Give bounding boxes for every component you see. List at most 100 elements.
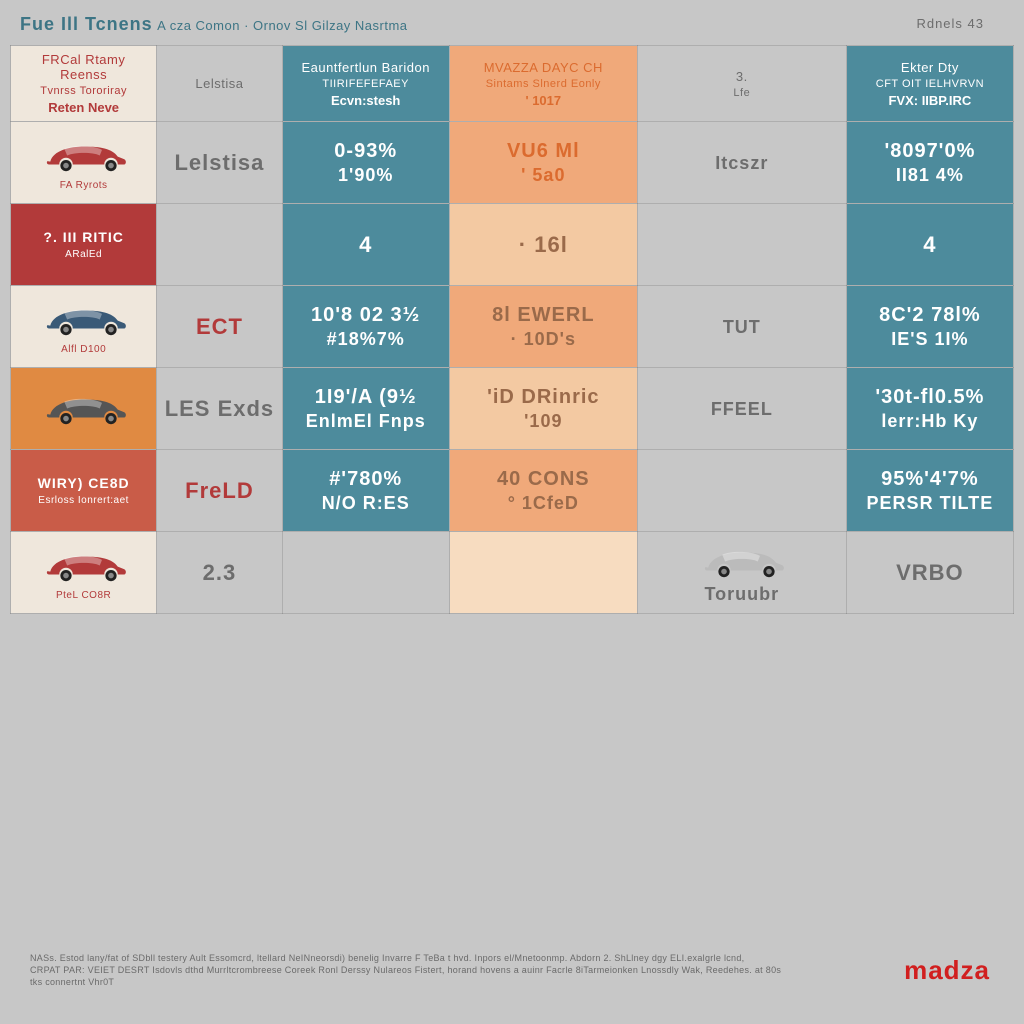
car-icon <box>39 300 129 340</box>
cell: · 16l <box>449 204 637 286</box>
row-label-top: ?. III RITIC <box>17 229 150 245</box>
row-label-bottom: PteL CO8R <box>17 590 150 601</box>
cell-value-bottom: N/O R:ES <box>289 493 443 514</box>
column-header-text: CFT OIT IELHVRVN <box>853 78 1007 90</box>
cell <box>282 532 449 614</box>
row-label-bottom: ARalEd <box>17 249 150 260</box>
row-label-bottom: Esrloss Ionrert:aet <box>17 495 150 506</box>
cell-value-top: 40 CONS <box>456 468 631 491</box>
table-row: Alfl D100ECT10'8 02 3½#18%7%8l EWERL· 10… <box>11 286 1014 368</box>
cell-value-top: 95%'4'7% <box>853 468 1007 491</box>
column-header-c1: Lelstisa <box>157 46 282 122</box>
cell-value-bottom: '109 <box>456 411 631 432</box>
car-icon <box>39 136 129 176</box>
cell-value-top: 8C'2 78l% <box>853 304 1007 327</box>
column-header-text: FRCal Rtamy Reenss <box>17 52 150 82</box>
column-header-text: Sintams Slnerd Eonly <box>456 78 631 90</box>
cell <box>157 204 282 286</box>
cell: 'iD DRinric'109 <box>449 368 637 450</box>
cell-value-bottom: Itcszr <box>644 153 840 174</box>
cell-value-bottom: IE'S 1I% <box>853 329 1007 350</box>
table-row: WIRY) CE8DEsrloss Ionrert:aetFreLD#'780%… <box>11 450 1014 532</box>
cell-value-bottom: lerr:Hb Ky <box>853 411 1007 432</box>
row-label: FA Ryrots <box>11 122 157 204</box>
cell: 4 <box>282 204 449 286</box>
cell-value-bottom: ' 5a0 <box>456 165 631 186</box>
cell: 8l EWERL· 10D's <box>449 286 637 368</box>
cell-value-top: VRBO <box>896 560 964 585</box>
cell: 1I9'/A (9½EnlmEl Fnps <box>282 368 449 450</box>
header-right-label: Rdnels 43 <box>916 16 984 31</box>
column-header-text: Ecvn:stesh <box>289 93 443 108</box>
cell-value-top: 1I9'/A (9½ <box>289 386 443 409</box>
column-header-text: Ekter Dty <box>853 60 1007 75</box>
cell-value-top: 10'8 02 3½ <box>289 304 443 327</box>
title-line1: Fue Ill Tcnens <box>20 14 153 34</box>
column-header-text: TIIRIFEFEFAEY <box>289 78 443 90</box>
row-label: Alfl D100 <box>11 286 157 368</box>
column-header-text: 3. <box>644 69 840 84</box>
column-header-text: Tvnrss Tororiray <box>17 85 150 97</box>
car-icon <box>39 546 129 586</box>
column-header-c5: Ekter Dty CFT OIT IELHVRVN FVX: IIBP.IRC <box>846 46 1013 122</box>
cell-value-top: 0-93% <box>289 140 443 163</box>
cell: '30t-fl0.5%lerr:Hb Ky <box>846 368 1013 450</box>
cell: 8C'2 78l%IE'S 1I% <box>846 286 1013 368</box>
cell-value-top: ECT <box>196 314 243 339</box>
row-label: PteL CO8R <box>11 532 157 614</box>
cell: LES Exds <box>157 368 282 450</box>
cell: VU6 Ml' 5a0 <box>449 122 637 204</box>
column-header-text: Lelstisa <box>163 76 275 91</box>
row-label: ?. III RITIC ARalEd <box>11 204 157 286</box>
cell-value-top: '30t-fl0.5% <box>853 386 1007 409</box>
cell: 4 <box>846 204 1013 286</box>
cell: 10'8 02 3½#18%7% <box>282 286 449 368</box>
cell: 40 CONS° 1CfeD <box>449 450 637 532</box>
row-label-bottom: Alfl D100 <box>17 344 150 355</box>
cell-value-bottom: Toruubr <box>644 584 840 605</box>
cell: '8097'0%II81 4% <box>846 122 1013 204</box>
cell-value-top: LES Exds <box>165 396 274 421</box>
cell-value-top: 'iD DRinric <box>456 386 631 409</box>
cell: 2.3 <box>157 532 282 614</box>
cell-value-top: #'780% <box>289 468 443 491</box>
cell-value-bottom: #18%7% <box>289 329 443 350</box>
cell: 0-93%1'90% <box>282 122 449 204</box>
column-header-c4: 3.Lfe <box>637 46 846 122</box>
car-icon <box>697 542 787 582</box>
column-header-text: ' 1017 <box>456 93 631 108</box>
cell <box>449 532 637 614</box>
cell <box>637 204 846 286</box>
column-header-text: FVX: IIBP.IRC <box>853 93 1007 108</box>
row-label-bottom: FA Ryrots <box>17 180 150 191</box>
column-header-text: Eauntfertlun Baridon <box>289 60 443 75</box>
table-row: ?. III RITIC ARalEd 4 · 16l 4 <box>11 204 1014 286</box>
row-label: WIRY) CE8DEsrloss Ionrert:aet <box>11 450 157 532</box>
column-header-rowlabel: FRCal Rtamy Reenss Tvnrss Tororiray Reten … <box>11 46 157 122</box>
cell: #'780%N/O R:ES <box>282 450 449 532</box>
title-line2: A cza Comon · Ornov Sl Gilzay Nasrtma <box>157 18 407 33</box>
column-header-text: MVAZZA DAYC CH <box>456 60 631 75</box>
cell-value-top: · 16l <box>519 232 568 257</box>
footnote-line2: CRPAT PAR: VEIET DESRT Isdovls dthd Murr… <box>30 965 781 975</box>
brand-logo: madza <box>904 955 990 986</box>
cell: Toruubr <box>637 532 846 614</box>
cell <box>637 450 846 532</box>
cell-value-bottom: 1'90% <box>289 165 443 186</box>
footnote: NASs. Estod lany/fat of SDbll testery Au… <box>30 952 794 988</box>
column-header-text: Reten Neve <box>17 100 150 115</box>
cell-value-bottom: II81 4% <box>853 165 1007 186</box>
cell-value-bottom: PERSR TILTE <box>853 493 1007 514</box>
cell: 95%'4'7%PERSR TILTE <box>846 450 1013 532</box>
cell-value-top: '8097'0% <box>853 140 1007 163</box>
table-row: FA RyrotsLelstisa0-93%1'90%VU6 Ml' 5a0It… <box>11 122 1014 204</box>
column-header-c3: MVAZZA DAYC CH Sintams Slnerd Eonly ' 1017 <box>449 46 637 122</box>
cell: FreLD <box>157 450 282 532</box>
cell-value-top: VU6 Ml <box>456 140 631 163</box>
cell-value-bottom: FFEEL <box>644 399 840 420</box>
footnote-line1: NASs. Estod lany/fat of SDbll testery Au… <box>30 953 744 963</box>
column-header-c2: Eauntfertlun Baridon TIIRIFEFEFAEY Ecvn:st… <box>282 46 449 122</box>
header: Fue Ill Tcnens A cza Comon · Ornov Sl Gi… <box>10 10 1014 45</box>
cell-value-bottom: TUT <box>644 317 840 338</box>
table-row: PteL CO8R 2.3 Toruubr VRBO <box>11 532 1014 614</box>
